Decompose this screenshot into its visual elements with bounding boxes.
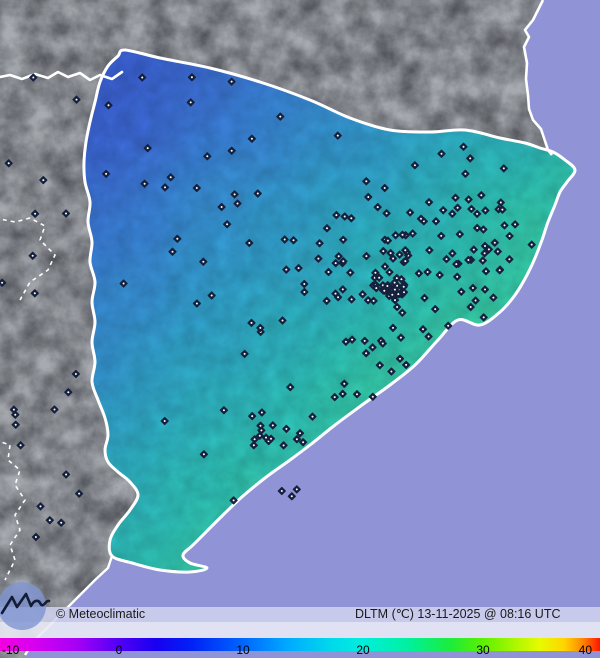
svg-text:30: 30 — [476, 643, 490, 657]
svg-text:20: 20 — [356, 643, 370, 657]
svg-text:10: 10 — [236, 643, 250, 657]
svg-text:© Meteoclimatic: © Meteoclimatic — [56, 607, 145, 621]
svg-text:40: 40 — [579, 643, 593, 657]
svg-text:DLTM (℃) 13-11-2025 @ 08:16 U: DLTM (℃) 13-11-2025 @ 08:16 UTC — [355, 607, 561, 621]
svg-text:0: 0 — [116, 643, 123, 657]
svg-text:-10: -10 — [2, 643, 20, 657]
